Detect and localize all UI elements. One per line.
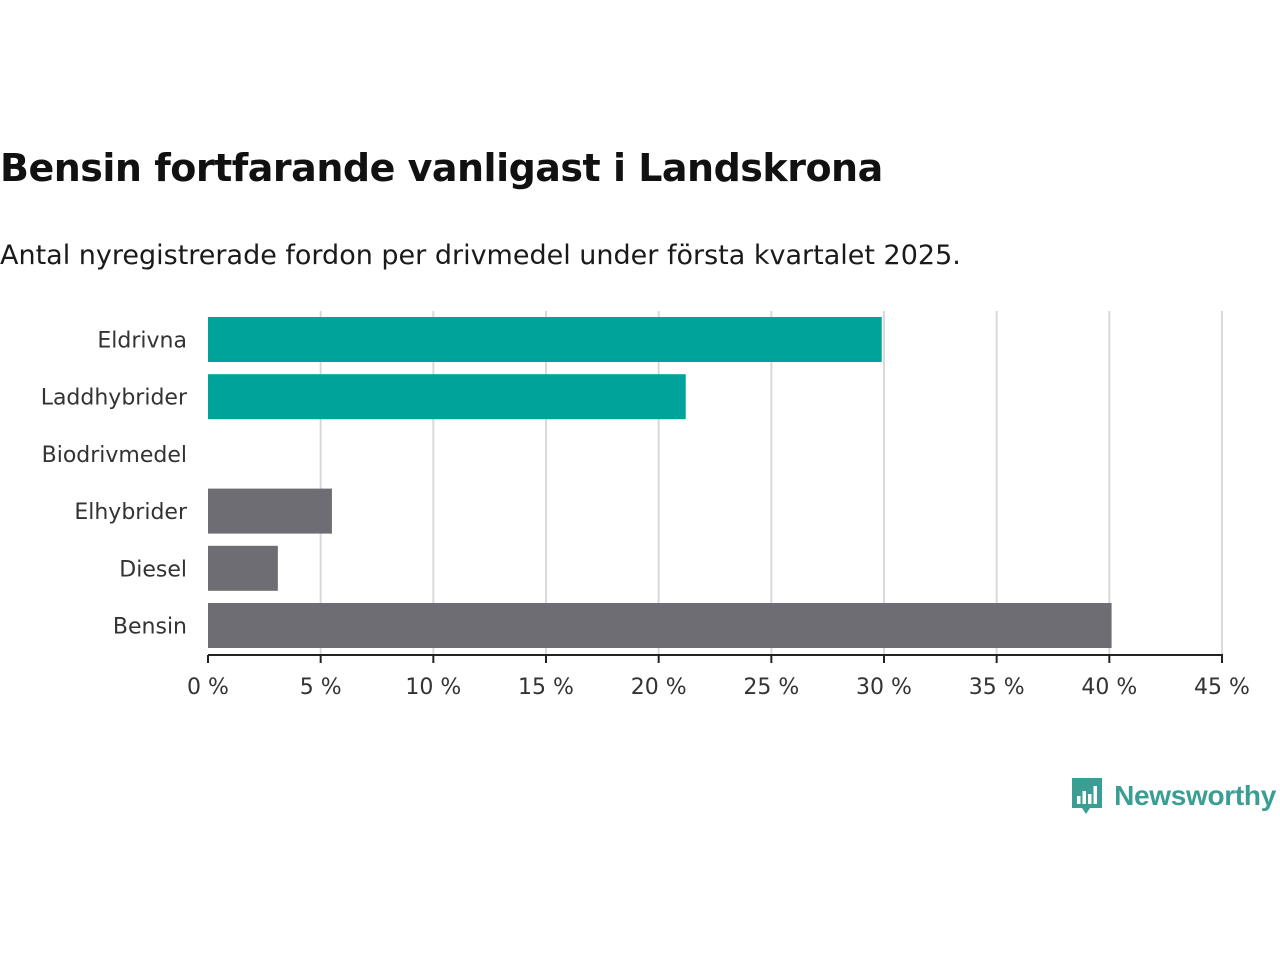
bar-chart-bubble-icon: [1072, 778, 1103, 814]
category-label: Biodrivmedel: [42, 443, 187, 468]
x-tick-label: 20 %: [631, 675, 687, 700]
x-tick-label: 40 %: [1081, 675, 1137, 700]
category-label: Elhybrider: [74, 500, 188, 525]
bar-eldrivna: [208, 317, 882, 362]
x-tick-label: 15 %: [518, 675, 574, 700]
brand-name: Newsworthy: [1114, 780, 1276, 811]
category-label: Laddhybrider: [41, 386, 188, 411]
bar-diesel: [208, 545, 278, 591]
x-tick-label: 10 %: [405, 675, 461, 700]
newsworthy-logo: Newsworthy: [1070, 776, 1276, 816]
category-label: Eldrivna: [97, 329, 187, 354]
bars: [208, 317, 1112, 648]
x-tick-label: 35 %: [969, 675, 1025, 700]
bar-laddhybrider: [208, 374, 686, 420]
gridlines: [319, 311, 1223, 655]
x-tick-label: 25 %: [743, 675, 799, 700]
chart-subtitle: Antal nyregistrerade fordon per drivmede…: [0, 240, 961, 271]
bar-elhybrider: [208, 488, 332, 534]
x-tick-label: 0 %: [187, 675, 229, 700]
bar-bensin: [208, 603, 1112, 648]
x-tick-label: 30 %: [856, 675, 912, 700]
x-axis: 0 % 5 % 10 % 15 % 20 % 25 % 30 % 35 % 40 % 45 %: [187, 654, 1250, 700]
x-tick-label: 45 %: [1194, 675, 1250, 700]
category-label: Diesel: [119, 557, 187, 582]
chart-title: Bensin fortfarande vanligast i Landskron…: [0, 146, 883, 190]
category-label: Bensin: [113, 615, 187, 640]
category-labels: Eldrivna Laddhybrider Biodrivmedel Elhybrid…: [41, 329, 188, 640]
x-tick-label: 5 %: [300, 675, 342, 700]
